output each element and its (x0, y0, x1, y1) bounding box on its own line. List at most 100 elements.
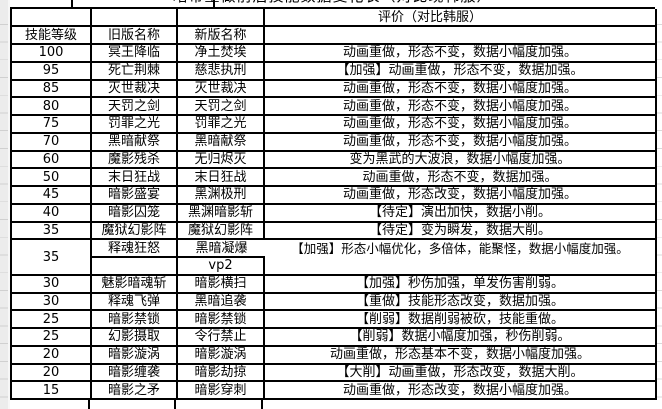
new-name-cell[interactable]: 末日狂战 (178, 169, 265, 187)
evaluation-cell[interactable]: 动画重做，形态不变，数据小幅度加强。 (265, 133, 657, 152)
new-name-cell[interactable]: 黑渊暗影斩 (178, 204, 265, 223)
evaluation-cell[interactable]: 【加强】形态小幅优化，多倍体，能聚怪，数据小幅度加强。 (265, 240, 657, 276)
old-name-cell[interactable]: 暗影之矛 (92, 382, 178, 400)
header-empty-cell[interactable] (178, 9, 265, 27)
new-name-cell[interactable]: 暗影漩涡 (178, 346, 265, 365)
evaluation-cell[interactable]: 动画重做，形态改变，数据小幅度加强。 (265, 187, 657, 205)
skill-level-cell[interactable]: 25 (12, 311, 92, 329)
new-name-cell[interactable]: 黑暗凝爆 (178, 240, 265, 258)
skill-level-value: 20 (42, 364, 60, 380)
skill-level-cell[interactable]: 40 (12, 204, 92, 223)
skill-level-cell[interactable]: 80 (12, 98, 92, 116)
header-empty-cell[interactable] (12, 9, 92, 27)
new-name-cell[interactable]: 暗影劫掠 (178, 364, 265, 383)
old-name-cell[interactable]: 冥王降临 (92, 45, 178, 63)
old-name-value: 死亡荆棘 (107, 63, 160, 79)
new-name-cell[interactable]: 慈悲执刑 (178, 62, 265, 81)
skill-level-cell[interactable]: 75 (12, 116, 92, 134)
new-name-cell[interactable]: 黑暗追袭 (178, 293, 265, 312)
old-name-empty-cell[interactable] (92, 258, 178, 276)
new-name-value: 黑渊暗影斩 (187, 205, 253, 221)
skill-level-cell[interactable]: 30 (12, 275, 92, 294)
skill-level-cell[interactable]: 95 (12, 62, 92, 81)
header-skill-level-cell[interactable]: 技能等级 (12, 27, 92, 45)
new-name-cell[interactable]: 魔狱幻影阵 (178, 222, 265, 241)
evaluation-cell[interactable]: 【削弱】数据小幅度加强，秒伤削弱。 (265, 329, 657, 347)
evaluation-cell[interactable]: 【加强】秒伤加强，单发伤害削弱。 (265, 275, 657, 294)
evaluation-cell[interactable]: 变为黑武的大波浪，数据小幅度加强。 (265, 151, 657, 170)
old-name-cell[interactable]: 天罚之剑 (92, 98, 178, 116)
skill-level-cell[interactable]: 50 (12, 169, 92, 187)
new-name-cell[interactable]: 暗影横扫 (178, 275, 265, 294)
old-name-cell[interactable]: 魔狱幻影阵 (92, 222, 178, 241)
old-name-value: 灭世裁决 (107, 80, 160, 96)
header-old-name-cell[interactable]: 旧版名称 (92, 27, 178, 45)
evaluation-cell[interactable]: 动画重做，形态不变，数据小幅度加强。 (265, 116, 657, 134)
new-name-cell[interactable]: 令行禁止 (178, 329, 265, 347)
old-name-cell[interactable]: 暗影漩涡 (92, 346, 178, 365)
new-name-value: 暗影禁锁 (194, 311, 247, 327)
header-empty-cell[interactable] (265, 27, 657, 45)
new-name-value: 黑暗献祭 (194, 134, 247, 150)
evaluation-cell[interactable]: 【大削】动画重做，形态改变，数据大削。 (265, 364, 657, 383)
evaluation-cell[interactable]: 【待定】演出加快，数据小削。 (265, 204, 657, 223)
old-name-cell[interactable]: 魔影残杀 (92, 151, 178, 170)
skill-level-cell[interactable]: 20 (12, 346, 92, 365)
evaluation-cell[interactable]: 动画重做，形态不变，数据小幅度加强。 (265, 45, 657, 63)
evaluation-cell[interactable]: 动画重做，形态不变，数据加强。 (265, 169, 657, 187)
new-name-sub-cell[interactable]: vp2 (178, 258, 265, 276)
header-empty-cell[interactable] (92, 9, 178, 27)
skill-level-cell[interactable]: 85 (12, 80, 92, 99)
skill-level-cell[interactable]: 25 (12, 329, 92, 347)
new-name-cell[interactable]: 罚罪之光 (178, 116, 265, 134)
header-new-name-cell[interactable]: 新版名称 (178, 27, 265, 45)
skill-level-cell[interactable]: 15 (12, 382, 92, 400)
right-gridline-marks (655, 7, 662, 409)
skill-level-cell[interactable]: 30 (12, 293, 92, 312)
header-new-name-label: 新版名称 (194, 27, 247, 43)
evaluation-cell[interactable]: 动画重做，形态基本不变，数据小幅度加强。 (265, 346, 657, 365)
skill-level-cell[interactable]: 35 (12, 240, 92, 276)
evaluation-cell[interactable]: 【加强】动画重做，形态不变，数据加强。 (265, 62, 657, 81)
old-name-cell[interactable]: 暗影盛宴 (92, 187, 178, 205)
old-name-value: 冥王降临 (107, 45, 160, 61)
new-name-cell[interactable]: 天罚之剑 (178, 98, 265, 116)
new-name-cell[interactable]: 暗影穿刺 (178, 382, 265, 400)
evaluation-cell[interactable]: 动画重做，形态改变，数据小幅度加强。 (265, 382, 657, 400)
evaluation-cell[interactable]: 动画重做，形态不变，数据小幅度加强。 (265, 98, 657, 116)
evaluation-cell[interactable]: 【重做】技能形态改变，数据加强。 (265, 293, 657, 312)
evaluation-value: 【待定】变为瞬发，数据大削。 (368, 222, 551, 238)
old-name-cell[interactable]: 释魂飞弹 (92, 293, 178, 312)
header-evaluation-cell[interactable]: 评价（对比韩服） (265, 9, 657, 27)
header-skill-level-label: 技能等级 (24, 27, 77, 43)
old-name-value: 魅影暗魂斩 (101, 276, 167, 292)
new-name-cell[interactable]: 黑渊极刑 (178, 187, 265, 205)
old-name-cell[interactable]: 幻影摄取 (92, 329, 178, 347)
evaluation-value: 【重做】技能形态改变，数据加强。 (355, 293, 564, 309)
old-name-cell[interactable]: 暗影缠袭 (92, 364, 178, 383)
old-name-cell[interactable]: 暗影囚笼 (92, 204, 178, 223)
evaluation-cell[interactable]: 【削弱】数据削弱被砍，技能重做。 (265, 311, 657, 329)
old-name-cell[interactable]: 末日狂战 (92, 169, 178, 187)
evaluation-cell[interactable]: 【待定】变为瞬发，数据大削。 (265, 222, 657, 241)
skill-level-cell[interactable]: 45 (12, 187, 92, 205)
skill-level-cell[interactable]: 20 (12, 364, 92, 383)
evaluation-cell[interactable]: 动画重做，形态不变，数据小幅度加强。 (265, 80, 657, 99)
old-name-cell[interactable]: 魅影暗魂斩 (92, 275, 178, 294)
old-name-cell[interactable]: 灭世裁决 (92, 80, 178, 99)
new-name-cell[interactable]: 无归烬灭 (178, 151, 265, 170)
evaluation-value: 动画重做，形态不变，数据小幅度加强。 (342, 98, 577, 114)
old-name-cell[interactable]: 暗影禁锁 (92, 311, 178, 329)
old-name-cell[interactable]: 死亡荆棘 (92, 62, 178, 81)
new-name-cell[interactable]: 黑暗献祭 (178, 133, 265, 152)
old-name-cell[interactable]: 罚罪之光 (92, 116, 178, 134)
skill-level-cell[interactable]: 35 (12, 222, 92, 241)
skill-level-cell[interactable]: 60 (12, 151, 92, 170)
new-name-cell[interactable]: 灭世裁决 (178, 80, 265, 99)
old-name-cell[interactable]: 释魂狂怒 (92, 240, 178, 258)
old-name-cell[interactable]: 黑暗献祭 (92, 133, 178, 152)
new-name-cell[interactable]: 暗影禁锁 (178, 311, 265, 329)
skill-level-cell[interactable]: 70 (12, 133, 92, 152)
new-name-cell[interactable]: 净土焚埃 (178, 45, 265, 63)
skill-level-cell[interactable]: 100 (12, 45, 92, 63)
